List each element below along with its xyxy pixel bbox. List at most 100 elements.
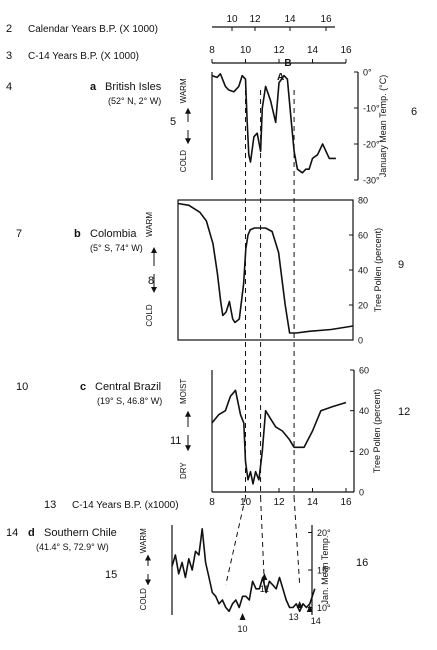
panel-c-arrow-down-head	[185, 445, 191, 452]
line-number-8: 8	[148, 275, 154, 287]
panel-c-title: Central Brazil	[95, 381, 161, 393]
panel-d-marker-label: 10	[238, 624, 248, 634]
c14-axis-bottom-label: C-14 Years B.P. (x1000)	[72, 500, 179, 511]
panel-c-ytick-label: 20	[359, 447, 369, 457]
panel-a-title: British Isles	[105, 81, 162, 93]
c14-top-tick-label: 16	[340, 45, 352, 56]
line-number-9: 9	[398, 259, 404, 271]
line-number-12: 12	[398, 406, 410, 418]
panel-b-letter: b	[74, 228, 81, 240]
calendar-axis-label: Calendar Years B.P. (X 1000)	[28, 24, 158, 35]
panel-c-xtick-label: 10	[240, 497, 252, 508]
panel-d-arrow-down-head	[145, 579, 151, 586]
panel-a-series-line	[211, 73, 336, 174]
panel-c-ylabel: Tree Pollen (percent)	[372, 389, 382, 473]
correlation-dashed-slant	[260, 496, 265, 586]
panel-c-subtitle: (19° S, 46.8° W)	[97, 396, 162, 406]
panel-c-chart: 60 40 20 0 Tree Pollen (percent) MOIST DRY 8 10 1…	[179, 366, 382, 509]
panel-b-frame	[177, 199, 354, 341]
panel-d-series-line	[171, 528, 316, 613]
panel-b-title: Colombia	[90, 228, 137, 240]
line-number-5: 5	[170, 116, 176, 128]
panel-b-ytick-label: 60	[358, 231, 368, 241]
correlation-dashed-slant	[225, 496, 246, 586]
panel-c-down-label: DRY	[179, 462, 188, 479]
panel-a-ytick-label: 0°	[363, 68, 372, 78]
panel-d-up-label: WARM	[139, 528, 148, 553]
panel-c-ytick-label: 0	[359, 488, 364, 498]
panel-b-arrow-down-head	[151, 287, 157, 293]
panel-a-ytick-label: -20°	[363, 140, 380, 150]
panel-b-series-line	[177, 202, 354, 334]
panel-a-annotation-B: B	[284, 58, 291, 69]
line-number-11: 11	[170, 435, 181, 447]
panel-c-letter: c	[80, 381, 86, 393]
panel-b-down-label: COLD	[145, 304, 154, 326]
line-number-16: 16	[356, 557, 368, 569]
calendar-tick-label: 12	[249, 14, 261, 25]
panel-a-subtitle: (52° N, 2° W)	[108, 96, 161, 106]
panel-d-marker-label: 13	[289, 612, 299, 622]
calendar-axis-ticks: 10 12 14 16	[226, 14, 332, 31]
c14-top-tick-label: 10	[240, 45, 252, 56]
panel-b-chart: 80 60 40 20 0 Tree Pollen (percent) WARM COLD	[145, 196, 383, 346]
line-number-14: 14	[6, 527, 18, 539]
panel-d-ytick-label: 15°	[317, 566, 331, 576]
line-number-15: 15	[105, 569, 117, 581]
calendar-tick-label: 16	[320, 14, 332, 25]
panel-b-arrow-up-head	[151, 247, 157, 253]
panel-c-xtick-label: 14	[307, 497, 319, 508]
panel-b-ytick-label: 0	[358, 336, 363, 346]
panel-a-arrow-up-head	[185, 107, 191, 114]
panel-b-ytick-label: 80	[358, 196, 368, 206]
panel-c-series-line	[211, 389, 347, 485]
panel-d-letter: d	[28, 527, 35, 539]
c14-top-tick-label: 14	[307, 45, 319, 56]
panel-d-marker-arrow	[261, 573, 268, 580]
panel-b-ylabel: Tree Pollen (percent)	[373, 228, 383, 312]
panel-a-down-label: COLD	[179, 150, 188, 172]
line-number-7: 7	[16, 228, 22, 240]
panel-a-arrow-down-head	[185, 138, 191, 145]
panel-d-chart: 20° 15° 10°Jan. Mean Temp. WARM COLD 10 11 13 14	[139, 525, 331, 634]
panel-c-up-label: MOIST	[179, 379, 188, 404]
panel-d-down-label: COLD	[139, 588, 148, 610]
correlation-dashed-slant	[293, 496, 301, 586]
panel-b-ytick-label: 40	[358, 266, 368, 276]
line-number-13: 13	[44, 499, 56, 511]
panel-d-marker-arrow	[239, 613, 246, 620]
line-number-10: 10	[16, 381, 28, 393]
line-number-2: 2	[6, 23, 12, 35]
panel-c-xtick-label: 12	[273, 497, 285, 508]
panel-d-ylabel: Jan. Mean Temp.	[320, 536, 330, 605]
panel-c-arrow-up-head	[185, 410, 191, 417]
panel-d-marker-label: 14	[311, 616, 321, 626]
panel-a-up-label: WARM	[179, 78, 188, 103]
panel-a-chart: 0° -10° -20° -30°January Mean Temp. (°C) WAR…	[179, 58, 388, 186]
calendar-tick-label: 10	[226, 14, 238, 25]
line-number-3: 3	[6, 50, 12, 62]
line-number-4: 4	[6, 81, 12, 93]
panel-c-ytick-label: 60	[359, 366, 369, 376]
panel-c-ytick-label: 40	[359, 406, 369, 416]
panel-b-subtitle: (5° S, 74° W)	[90, 243, 143, 253]
c14-top-tick-label: 12	[273, 45, 285, 56]
c14-axis-top-label: C-14 Years B.P. (X 1000)	[28, 51, 139, 62]
panel-a-letter: a	[90, 81, 97, 93]
panel-a-annotation-A: A	[277, 72, 284, 83]
line-number-6: 6	[411, 106, 417, 118]
panel-d-title: Southern Chile	[44, 527, 117, 539]
panel-d-marker-arrow	[296, 601, 303, 608]
panel-a-ylabel: January Mean Temp. (°C)	[378, 75, 388, 177]
panel-d-ytick-label: 20°	[317, 528, 331, 538]
panel-a-ytick-label: -30°	[363, 176, 380, 186]
c14-top-tick-label: 8	[209, 45, 215, 56]
panel-d-arrow-up-head	[145, 554, 151, 561]
correlation-dashed-lines	[225, 90, 301, 586]
panel-d-marker-arrow	[306, 605, 313, 612]
panel-d-marker-label: 11	[260, 584, 269, 594]
panel-c-xtick-label: 8	[209, 497, 215, 508]
c14-axis-top-ticks: 8 10 12 14 16	[209, 45, 352, 63]
